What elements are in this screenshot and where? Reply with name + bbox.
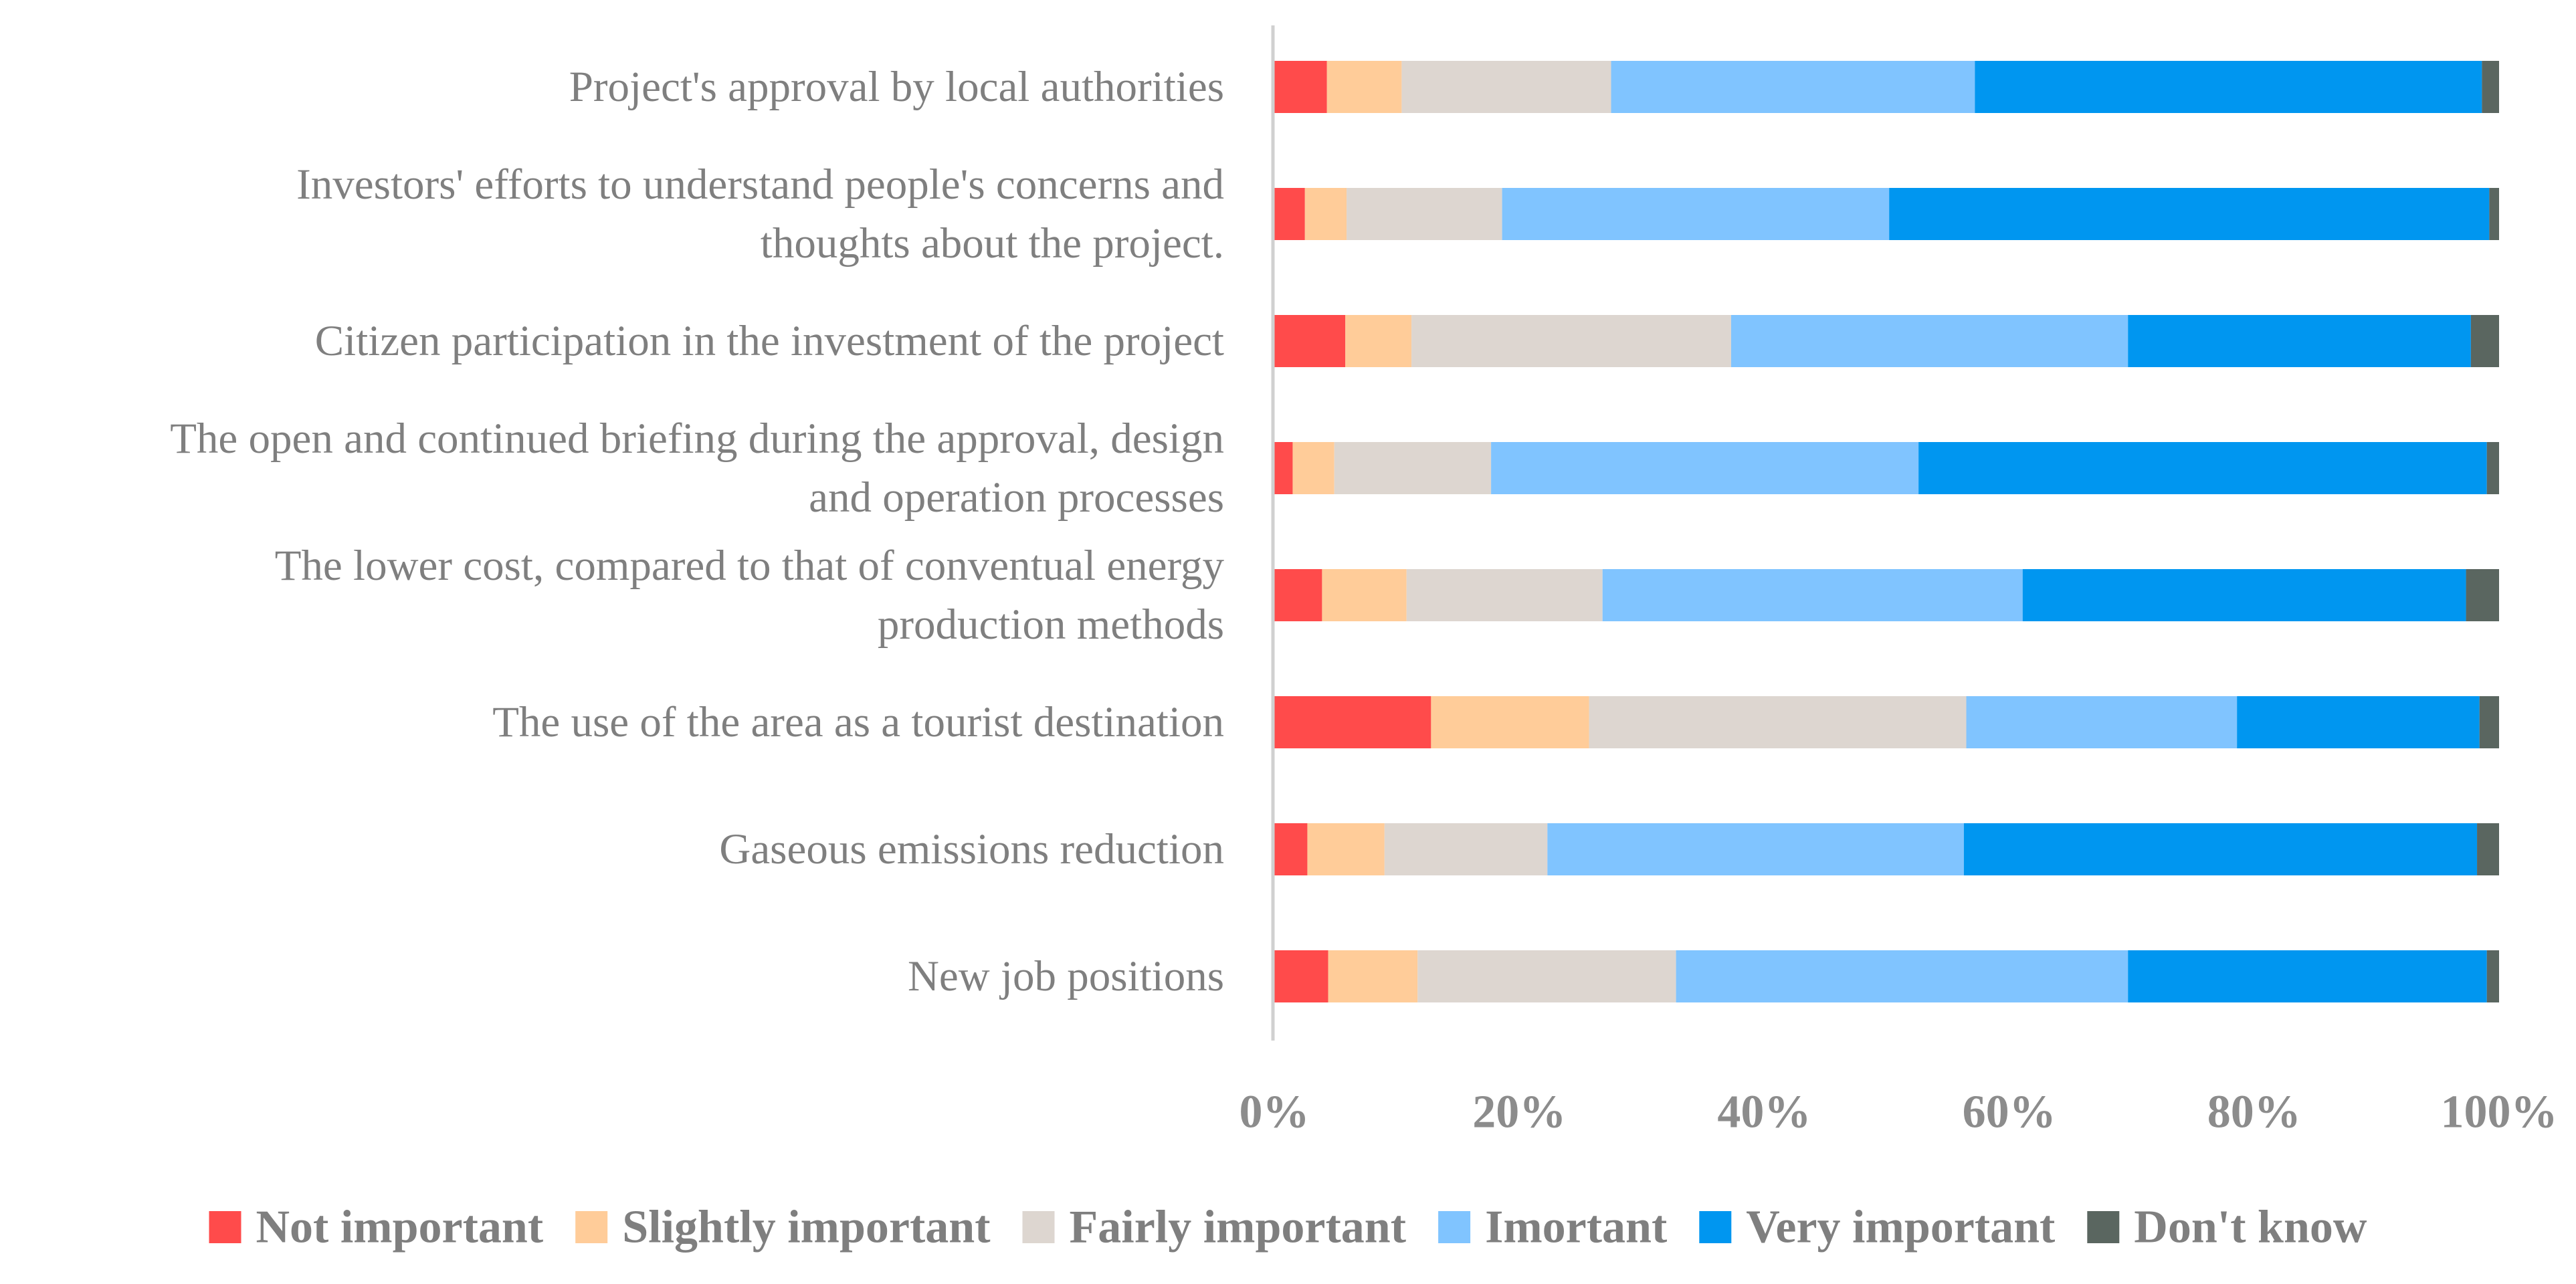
bar-segment-r3-s4 [1730, 315, 2128, 367]
bar-segment-r8-s2 [1328, 950, 1418, 1002]
bar-segment-r5-s2 [1322, 569, 1407, 621]
bar-segment-r6-s6 [2479, 696, 2499, 748]
x-tick-label: 80% [2207, 1087, 2301, 1138]
bar-segment-r2-s5 [1889, 188, 2490, 240]
bar-segment-r2-s3 [1347, 188, 1502, 240]
legend-swatch [1438, 1211, 1471, 1243]
bar-segment-r4-s4 [1491, 442, 1919, 494]
x-tick-label: 40% [1717, 1087, 1811, 1138]
bar-segment-r4-s6 [2486, 442, 2499, 494]
category-label: New job positions [908, 952, 1224, 1000]
legend-label: Don't know [2134, 1202, 2367, 1253]
legend: Not important Slightly important Fairly im… [209, 1202, 2367, 1253]
bar-segment-r5-s4 [1602, 569, 2023, 621]
bar-segment-r8-s3 [1417, 950, 1676, 1002]
category-label: The open and continued briefing during t… [170, 415, 1224, 463]
x-tick-label: 60% [1963, 1087, 2056, 1138]
legend-swatch [1699, 1211, 1732, 1243]
category-label: Investors' efforts to understand people'… [296, 160, 1224, 209]
legend-swatch [2087, 1211, 2120, 1243]
bar-segment-r3-s2 [1345, 315, 1412, 367]
category-labels: Project's approval by local authorities I… [170, 63, 1224, 1000]
bar-segment-r4-s3 [1334, 442, 1492, 494]
bar-segment-r1-s3 [1401, 61, 1611, 113]
bar-segment-r7-s2 [1307, 823, 1385, 875]
bar-segment-r8-s4 [1676, 950, 2128, 1002]
bar-segment-r7-s4 [1547, 823, 1964, 875]
bar-segment-r4-s5 [1918, 442, 2487, 494]
bar-segment-r2-s1 [1274, 188, 1305, 240]
bar-segment-r7-s3 [1384, 823, 1548, 875]
bar-segment-r1-s1 [1274, 61, 1327, 113]
bar-segment-r2-s2 [1304, 188, 1347, 240]
legend-label: Fairly important [1070, 1202, 1407, 1253]
bar-segment-r2-s4 [1502, 188, 1890, 240]
legend-swatch [575, 1211, 608, 1243]
category-label: The use of the area as a tourist destina… [492, 698, 1224, 746]
legend-swatch [1022, 1211, 1055, 1243]
bar-segment-r8-s5 [2128, 950, 2487, 1002]
bar-segment-r3-s3 [1411, 315, 1731, 367]
bar-segment-r1-s5 [1975, 61, 2482, 113]
bar-segment-r6-s4 [1966, 696, 2238, 748]
legend-swatch [209, 1211, 241, 1243]
category-label: production methods [878, 601, 1224, 649]
x-axis-ticks: 0% 20% 40% 60% 80% 100% [1240, 1087, 2558, 1138]
bar-segment-r5-s5 [2022, 569, 2466, 621]
bar-segment-r6-s3 [1589, 696, 1967, 748]
bar-segment-r3-s1 [1274, 315, 1346, 367]
bar-segment-r5-s6 [2466, 569, 2499, 621]
legend-label: Slightly important [622, 1202, 990, 1253]
bar-segment-r1-s2 [1326, 61, 1402, 113]
category-label: and operation processes [809, 473, 1224, 522]
legend-label: Very important [1746, 1202, 2055, 1253]
x-tick-label: 0% [1240, 1087, 1310, 1138]
x-tick-label: 100% [2441, 1087, 2558, 1138]
x-tick-label: 20% [1472, 1087, 1566, 1138]
legend-label: Not important [256, 1202, 544, 1253]
bar-segment-r5-s3 [1406, 569, 1603, 621]
bar-segment-r2-s6 [2489, 188, 2499, 240]
bar-segment-r4-s2 [1292, 442, 1334, 494]
bar-segment-r8-s1 [1274, 950, 1328, 1002]
bar-segment-r3-s6 [2470, 315, 2499, 367]
bar-segment-r4-s1 [1274, 442, 1293, 494]
bar-segment-r6-s5 [2237, 696, 2480, 748]
bar-segment-r6-s1 [1274, 696, 1431, 748]
bars-group [1274, 61, 2499, 1002]
bar-segment-r8-s6 [2486, 950, 2499, 1002]
category-label: thoughts about the project. [761, 219, 1224, 268]
bar-segment-r6-s2 [1431, 696, 1589, 748]
category-label: Gaseous emissions reduction [719, 825, 1224, 873]
bar-segment-r7-s6 [2477, 823, 2499, 875]
bar-segment-r5-s1 [1274, 569, 1322, 621]
bar-segment-r7-s5 [1963, 823, 2478, 875]
category-label: The lower cost, compared to that of conv… [275, 542, 1225, 590]
bar-segment-r3-s5 [2128, 315, 2471, 367]
category-label: Project's approval by local authorities [569, 63, 1224, 111]
category-label: Citizen participation in the investment … [315, 317, 1224, 365]
bar-segment-r1-s6 [2482, 61, 2499, 113]
bar-segment-r1-s4 [1611, 61, 1975, 113]
legend-label: Imortant [1485, 1202, 1667, 1253]
bar-segment-r7-s1 [1274, 823, 1308, 875]
